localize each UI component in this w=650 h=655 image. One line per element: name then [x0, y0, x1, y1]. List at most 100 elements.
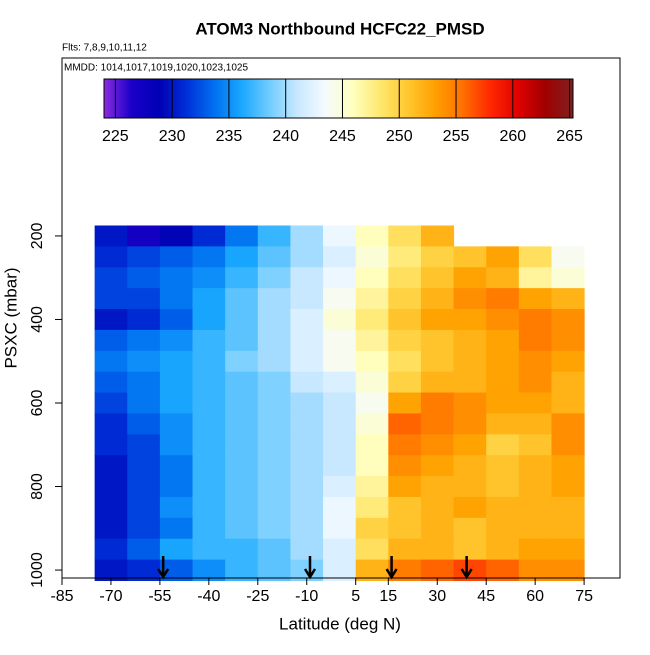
heatmap-cell [453, 517, 487, 540]
heatmap-cell [225, 309, 259, 331]
heatmap-cell [486, 517, 520, 540]
heatmap-cell [420, 434, 455, 456]
heatmap-cell [127, 538, 161, 561]
heatmap-cell [290, 392, 324, 414]
heatmap-cell [127, 225, 161, 247]
heatmap-cell [257, 538, 291, 561]
heatmap-cell [159, 559, 194, 582]
heatmap-cell [486, 538, 520, 561]
heatmap-cell [323, 225, 357, 247]
heatmap [94, 225, 585, 582]
heatmap-cell [420, 392, 455, 414]
heatmap-cell [420, 309, 455, 331]
y-axis-label: PSXC (mbar) [1, 267, 20, 368]
heatmap-cell [94, 246, 128, 268]
heatmap-cell [486, 329, 520, 352]
x-tick-label: 75 [575, 588, 593, 605]
arrow [385, 556, 398, 580]
color-bar-label: 225 [102, 128, 129, 145]
color-bar-label: 230 [159, 128, 186, 145]
heatmap-cell [94, 455, 128, 477]
heatmap-cell [486, 267, 520, 289]
heatmap-cell [388, 225, 422, 247]
heatmap-cell [518, 476, 552, 498]
heatmap-cell [551, 517, 585, 540]
heatmap-cell [159, 309, 194, 331]
heatmap-cell [355, 267, 389, 289]
heatmap-cell [323, 559, 357, 582]
heatmap-cell [551, 455, 585, 477]
heatmap-cell [518, 267, 552, 289]
heatmap-cell [453, 538, 487, 561]
heatmap-cell [127, 392, 161, 414]
heatmap-cell [420, 476, 455, 498]
heatmap-cell [94, 559, 128, 582]
heatmap-cell [551, 392, 585, 414]
x-tick-label: 30 [428, 588, 446, 605]
y-tick-label: 800 [29, 473, 46, 500]
color-bar-label: 260 [499, 128, 526, 145]
heatmap-cell [388, 267, 422, 289]
heatmap-cell [225, 246, 259, 268]
x-tick-label: 15 [379, 588, 397, 605]
heatmap-cell [486, 559, 520, 582]
heatmap-cell [290, 350, 324, 373]
y-tick-label: 600 [29, 390, 46, 417]
heatmap-cell [159, 225, 194, 247]
heatmap-cell [257, 309, 291, 331]
heatmap-cell [192, 225, 226, 247]
heatmap-cell [225, 267, 259, 289]
heatmap-cell [388, 350, 422, 373]
heatmap-cell [225, 517, 259, 540]
heatmap-cell [453, 413, 487, 435]
heatmap-cell [127, 246, 161, 268]
heatmap-cell [225, 350, 259, 373]
heatmap-cell [486, 392, 520, 414]
heatmap-cell [551, 413, 585, 435]
heatmap-cell [94, 267, 128, 289]
heatmap-cell [94, 538, 128, 561]
heatmap-cell [518, 288, 552, 310]
heatmap-cell [551, 476, 585, 498]
heatmap-cell [127, 413, 161, 435]
heatmap-cell [388, 455, 422, 477]
heatmap-cell [94, 371, 128, 394]
heatmap-cell [323, 413, 357, 435]
heatmap-cell [420, 288, 455, 310]
x-tick-label: -25 [246, 588, 269, 605]
heatmap-cell [127, 329, 161, 352]
heatmap-cell [257, 455, 291, 477]
heatmap-cell [453, 476, 487, 498]
heatmap-cell [225, 329, 259, 352]
heatmap-cell [290, 371, 324, 394]
heatmap-cell [192, 371, 226, 394]
heatmap-cell [420, 455, 455, 477]
heatmap-cell [355, 434, 389, 456]
heatmap-cell [323, 267, 357, 289]
heatmap-cell [257, 329, 291, 352]
heatmap-cell [290, 434, 324, 456]
heatmap-cell [192, 496, 226, 519]
heatmap-cell [290, 455, 324, 477]
x-tick-label: -70 [99, 588, 122, 605]
heatmap-cell [388, 288, 422, 310]
heatmap-cell [323, 329, 357, 352]
heatmap-cell [486, 371, 520, 394]
heatmap-cell [192, 559, 226, 582]
heatmap-cell [518, 413, 552, 435]
heatmap-cell [127, 517, 161, 540]
heatmap-cell [551, 350, 585, 373]
heatmap-cell [127, 559, 161, 582]
heatmap-cell [420, 225, 455, 247]
heatmap-cell [551, 288, 585, 310]
heatmap-cell [159, 455, 194, 477]
heatmap-cell [127, 350, 161, 373]
heatmap-cell [551, 538, 585, 561]
y-tick-label: 200 [29, 222, 46, 249]
heatmap-cell [159, 392, 194, 414]
heatmap-cell [257, 350, 291, 373]
heatmap-cell [518, 371, 552, 394]
heatmap-cell [257, 496, 291, 519]
heatmap-cell [355, 538, 389, 561]
heatmap-cell [257, 476, 291, 498]
